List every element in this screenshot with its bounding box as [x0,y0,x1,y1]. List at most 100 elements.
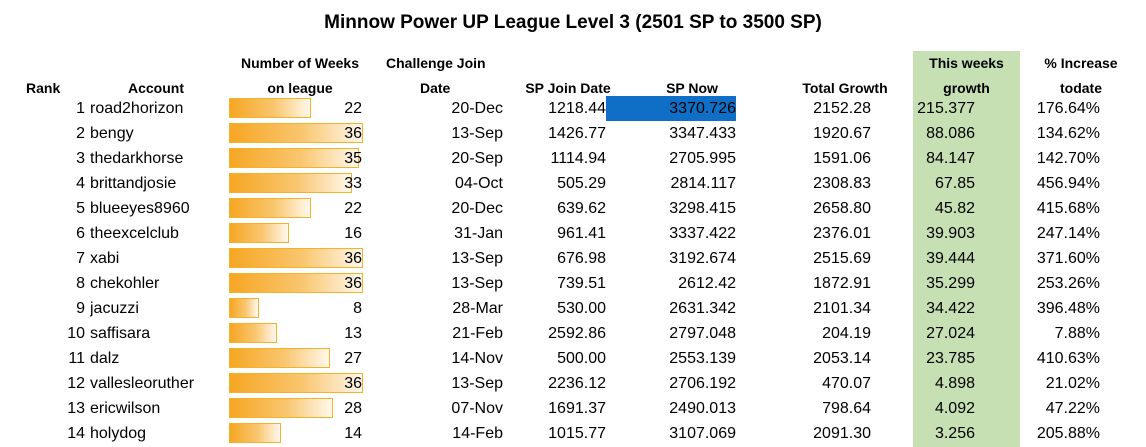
weeks-cell: 36 [228,246,366,271]
join-date-cell: 20-Dec [451,199,503,217]
sp-now-cell: 3192.674 [669,249,736,267]
weeks-cell: 16 [228,221,366,246]
sp-now-cell: 2553.139 [669,349,736,367]
join-date-cell: 14-Nov [451,349,503,367]
header-total-growth: Total Growth [802,80,888,96]
account-cell: blueeyes8960 [90,199,190,217]
header-increase-line2: todate [1060,80,1102,96]
weekly-growth-column-highlight [913,51,1020,447]
sp-now-cell: 3298.415 [669,199,736,217]
join-date-cell: 07-Nov [451,399,503,417]
sp-join-cell: 1426.77 [548,124,606,142]
total-growth-cell: 470.07 [822,374,871,392]
weeks-value: 36 [344,125,362,142]
join-date-cell: 20-Dec [451,99,503,117]
weeks-cell: 22 [228,96,366,121]
rank-cell: 4 [76,174,85,192]
increase-cell: 415.68% [1036,199,1100,217]
weekly-growth-cell: 23.785 [926,349,975,367]
table-row: 10 saffisara 13 21-Feb 2592.86 2797.048 204.19… [0,321,1100,346]
increase-cell: 134.62% [1036,124,1100,142]
total-growth-cell: 2101.34 [813,299,871,317]
weeks-value: 22 [344,200,362,217]
header-weeks-line1: Number of Weeks [241,55,359,71]
join-date-cell: 21-Feb [452,324,503,342]
account-cell: holydog [90,424,147,442]
total-growth-cell: 2152.28 [813,99,871,117]
weeks-value: 36 [344,250,362,267]
table-row: 1 road2horizon 22 20-Dec 1218.44 3370.726 2152… [0,96,1100,121]
weekly-growth-cell: 3.256 [934,424,975,442]
increase-cell: 205.88% [1036,424,1100,442]
rank-cell: 3 [76,149,85,167]
account-cell: theexcelclub [90,224,179,242]
join-date-cell: 13-Sep [451,124,503,142]
join-date-cell: 28-Mar [452,299,503,317]
weeks-value: 33 [344,175,362,192]
total-growth-cell: 2308.83 [813,174,871,192]
sp-join-cell: 505.29 [557,174,606,192]
table-row: 6 theexcelclub 16 31-Jan 961.41 3337.422 2376.… [0,221,1100,246]
increase-cell: 396.48% [1036,299,1100,317]
rank-cell: 1 [76,99,85,117]
weekly-growth-cell: 88.086 [926,124,975,142]
weeks-cell: 8 [228,296,366,321]
rank-cell: 7 [76,249,85,267]
weeks-data-bar [229,348,330,368]
increase-cell: 7.88% [1054,324,1100,342]
weeks-data-bar [229,398,333,418]
weeks-data-bar [229,273,363,293]
increase-cell: 21.02% [1045,374,1100,392]
sp-now-cell: 2797.048 [669,324,736,342]
weeks-value: 22 [344,100,362,117]
weekly-growth-cell: 4.092 [934,399,975,417]
table-row: 2 bengy 36 13-Sep 1426.77 3347.433 1920.67 88.0… [0,121,1100,146]
rank-cell: 5 [76,199,85,217]
account-cell: thedarkhorse [90,149,184,167]
sp-join-cell: 1114.94 [550,149,606,167]
weeks-value: 27 [344,350,362,367]
rank-cell: 12 [67,374,85,392]
header-account: Account [128,80,184,96]
sp-now-cell: 2490.013 [669,399,736,417]
header-increase-line1: % Increase [1044,55,1118,71]
increase-cell: 247.14% [1036,224,1100,242]
sp-join-cell: 639.62 [557,199,606,217]
weekly-growth-cell: 67.85 [934,174,975,192]
rank-cell: 10 [67,324,85,342]
total-growth-cell: 2515.69 [813,249,871,267]
sp-join-cell: 676.98 [557,249,606,267]
sp-now-cell: 3370.726 [606,96,736,121]
weeks-cell: 35 [228,146,366,171]
table-row: 12 vallesleoruther 36 13-Sep 2236.12 2706.192… [0,371,1100,396]
sp-now-cell: 2612.42 [678,274,736,292]
weekly-growth-cell: 45.82 [934,199,975,217]
increase-cell: 253.26% [1036,274,1100,292]
increase-cell: 176.64% [1036,99,1100,117]
rank-cell: 6 [76,224,85,242]
account-cell: jacuzzi [90,299,139,317]
weeks-data-bar [229,148,359,168]
weeks-cell: 28 [228,396,366,421]
rank-cell: 8 [76,274,85,292]
weekly-growth-cell: 34.422 [926,299,975,317]
weeks-cell: 22 [228,196,366,221]
sp-now-cell: 3107.069 [669,424,736,442]
weeks-data-bar [229,373,363,393]
sp-now-cell: 3347.433 [669,124,736,142]
table-row: 8 chekohler 36 13-Sep 739.51 2612.42 1872.91 35… [0,271,1100,296]
weeks-data-bar [229,173,352,193]
weeks-data-bar [229,298,259,318]
weekly-growth-cell: 27.024 [926,324,975,342]
weeks-data-bar [229,223,289,243]
sp-join-cell: 739.51 [557,274,606,292]
total-growth-cell: 2376.01 [813,224,871,242]
account-cell: saffisara [90,324,151,342]
weeks-value: 35 [344,150,362,167]
account-cell: xabi [90,249,120,267]
table-row: 7 xabi 36 13-Sep 676.98 3192.674 2515.69 39.444… [0,246,1100,271]
weeks-value: 16 [344,225,362,242]
sp-join-cell: 1691.37 [548,399,606,417]
increase-cell: 142.70% [1036,149,1100,167]
sp-join-cell: 1218.44 [548,99,606,117]
